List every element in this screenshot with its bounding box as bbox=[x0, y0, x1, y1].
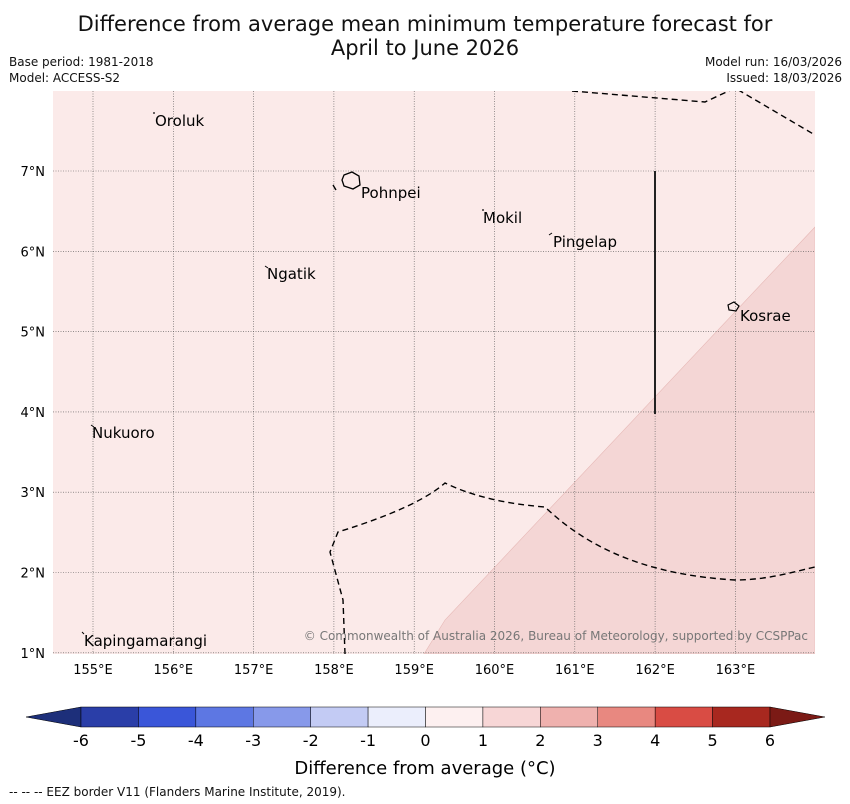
colorbar-segment bbox=[253, 706, 311, 728]
lon-tick-label: 160°E bbox=[475, 663, 515, 678]
colorbar-tick-label: 3 bbox=[593, 731, 603, 750]
colorbar-label: Difference from average (°C) bbox=[294, 758, 555, 779]
lon-tick-label: 157°E bbox=[234, 663, 274, 678]
colorbar-tick-label: 4 bbox=[650, 731, 660, 750]
place-label-kosrae: Kosrae bbox=[740, 307, 791, 325]
model-name: Model: ACCESS-S2 bbox=[9, 71, 121, 85]
colorbar-tick-label: -6 bbox=[73, 731, 89, 750]
nukuoro-marker bbox=[90, 424, 95, 428]
colorbar-segment bbox=[80, 706, 139, 728]
colorbar-tick-label: -3 bbox=[245, 731, 261, 750]
lat-tick-label: 5°N bbox=[21, 326, 46, 341]
colorbar-tick-label: -4 bbox=[188, 731, 204, 750]
lon-tick-label: 161°E bbox=[555, 663, 595, 678]
colorbar-tick-label: 0 bbox=[420, 731, 430, 750]
place-label-ngatik: Ngatik bbox=[267, 265, 316, 283]
colorbar-tick-label: -1 bbox=[360, 731, 376, 750]
colorbar-tick-label: 5 bbox=[707, 731, 717, 750]
place-label-nukuoro: Nukuoro bbox=[92, 424, 155, 442]
eez-border-fragment bbox=[332, 184, 337, 191]
pohnpei-island-shape bbox=[341, 171, 361, 190]
place-label-kapingamarangi: Kapingamarangi bbox=[84, 632, 207, 650]
lon-tick-label: 159°E bbox=[394, 663, 434, 678]
model-run: Model run: 16/03/2026 bbox=[704, 55, 842, 69]
colorbar-segment bbox=[597, 706, 656, 728]
colorbar-tick-label: -5 bbox=[130, 731, 146, 750]
graticule bbox=[53, 91, 815, 654]
meta-left: Base period: 1981-2018 Model: ACCESS-S2 bbox=[9, 54, 154, 86]
place-label-pingelap: Pingelap bbox=[553, 233, 617, 251]
pingelap-marker bbox=[548, 232, 553, 236]
eez-footnote: -- -- -- EEZ border V11 (Flanders Marine… bbox=[9, 785, 346, 799]
colorbar-low-extend bbox=[25, 706, 82, 728]
map-title: Difference from average mean minimum tem… bbox=[0, 12, 850, 60]
colorbar-segment bbox=[138, 706, 197, 728]
lat-tick-label: 4°N bbox=[21, 406, 46, 421]
issued-date: Issued: 18/03/2026 bbox=[726, 71, 842, 85]
lon-tick-label: 156°E bbox=[154, 663, 194, 678]
lat-tick-label: 6°N bbox=[21, 245, 46, 260]
place-label-mokil: Mokil bbox=[483, 209, 522, 227]
colorbar-tick-label: 6 bbox=[765, 731, 775, 750]
place-label-oroluk: Oroluk bbox=[155, 112, 204, 130]
lat-tick-label: 2°N bbox=[21, 567, 46, 582]
colorbar-segment bbox=[425, 706, 484, 728]
title-line-1: Difference from average mean minimum tem… bbox=[77, 12, 773, 36]
lon-tick-label: 163°E bbox=[716, 663, 756, 678]
kosrae-island-shape bbox=[727, 301, 740, 312]
eez-border-north bbox=[571, 91, 815, 136]
ngatik-marker bbox=[264, 265, 269, 269]
lon-tick-label: 155°E bbox=[73, 663, 113, 678]
colorbar-segment bbox=[367, 706, 426, 728]
colorbar-segment bbox=[310, 706, 369, 728]
colorbar-segment bbox=[654, 706, 713, 728]
colorbar-segment bbox=[482, 706, 541, 728]
colorbar-tick-label: -2 bbox=[303, 731, 319, 750]
copyright-notice: © Commonwealth of Australia 2026, Bureau… bbox=[304, 629, 808, 643]
mokil-marker bbox=[482, 209, 484, 211]
warm-anomaly-region bbox=[423, 226, 815, 654]
map-area: Oroluk Pohnpei Mokil Pingelap Ngatik Kos… bbox=[53, 91, 815, 654]
kapingamarangi-marker bbox=[81, 631, 85, 635]
colorbar-segment bbox=[195, 706, 254, 728]
colorbar-tick-label: 1 bbox=[478, 731, 488, 750]
colorbar-segment bbox=[540, 706, 598, 728]
lat-tick-label: 7°N bbox=[21, 165, 46, 180]
title-line-2: April to June 2026 bbox=[330, 36, 520, 60]
oroluk-marker bbox=[153, 112, 155, 114]
axis-labels: 155°E 156°E 157°E 158°E 159°E 160°E 161°E 162°E… bbox=[21, 165, 756, 678]
place-label-pohnpei: Pohnpei bbox=[361, 184, 421, 202]
colorbar-tick-label: 2 bbox=[535, 731, 545, 750]
colorbar-segment bbox=[712, 706, 771, 728]
lat-tick-label: 1°N bbox=[21, 647, 46, 662]
lat-tick-label: 3°N bbox=[21, 486, 46, 501]
colorbar-high-extend bbox=[769, 706, 826, 728]
colorbar: -6 -5 -4 -3 -2 -1 0 1 2 3 4 5 6 bbox=[25, 706, 826, 750]
base-period: Base period: 1981-2018 bbox=[9, 55, 154, 69]
lon-tick-label: 158°E bbox=[314, 663, 354, 678]
meta-right: Model run: 16/03/2026 Issued: 18/03/2026 bbox=[705, 54, 842, 86]
lon-tick-label: 162°E bbox=[635, 663, 675, 678]
